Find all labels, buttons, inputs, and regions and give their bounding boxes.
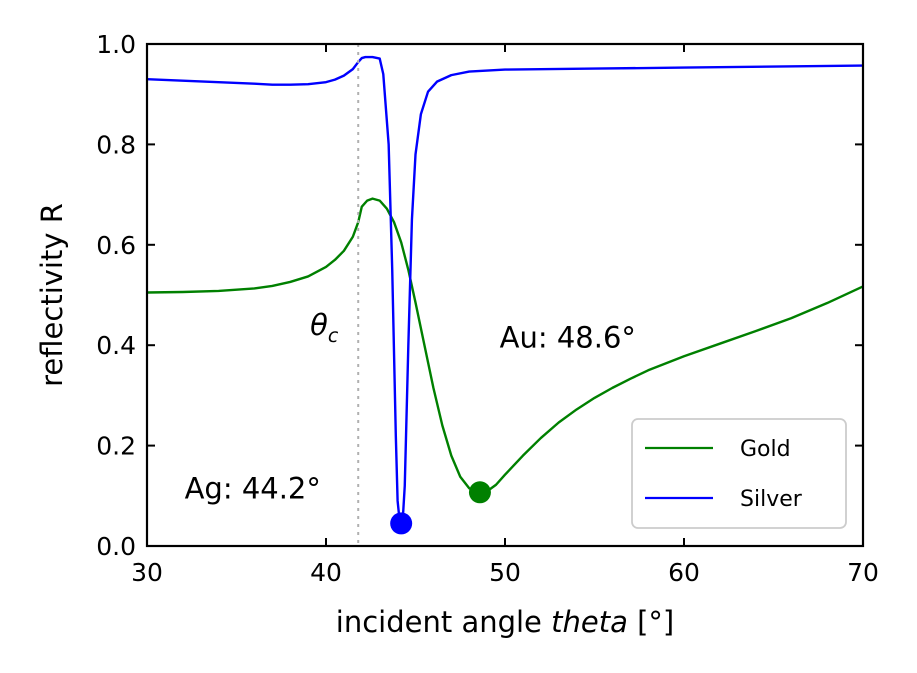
min-marker-gold <box>468 481 491 504</box>
x-axis-label: incident angle theta [°] <box>336 605 674 639</box>
x-tick-label: 30 <box>131 558 163 587</box>
axis-ticks <box>146 43 864 547</box>
y-tick-label: 0.0 <box>96 532 136 561</box>
x-tick-label: 40 <box>310 558 342 587</box>
curves-layer <box>146 55 864 525</box>
minima-markers <box>390 481 491 535</box>
min-marker-silver <box>390 512 413 535</box>
series-line-silver <box>146 55 864 525</box>
y-tick-label: 0.4 <box>96 331 136 360</box>
y-tick-label: 1.0 <box>96 30 136 59</box>
tick-labels: 30 40 50 60 70 0.0 0.2 0.4 0.6 0.8 1.0 <box>96 30 879 587</box>
x-tick-label: 50 <box>489 558 521 587</box>
au-min-label: Au: 48.6° <box>500 321 636 355</box>
series-line-gold <box>146 197 864 494</box>
legend: Gold Silver <box>631 418 847 529</box>
legend-box <box>631 418 847 529</box>
x-tick-label: 60 <box>668 558 700 587</box>
y-tick-label: 0.8 <box>96 130 136 159</box>
legend-label-gold: Gold <box>740 437 791 462</box>
legend-label-silver: Silver <box>740 487 803 512</box>
ag-min-label: Ag: 44.2° <box>185 471 321 505</box>
y-tick-label: 0.6 <box>96 231 136 260</box>
critical-angle-label: θc <box>310 308 339 347</box>
y-tick-label: 0.2 <box>96 432 136 461</box>
y-axis-label: reflectivity R <box>35 203 69 387</box>
x-tick-label: 70 <box>847 558 879 587</box>
